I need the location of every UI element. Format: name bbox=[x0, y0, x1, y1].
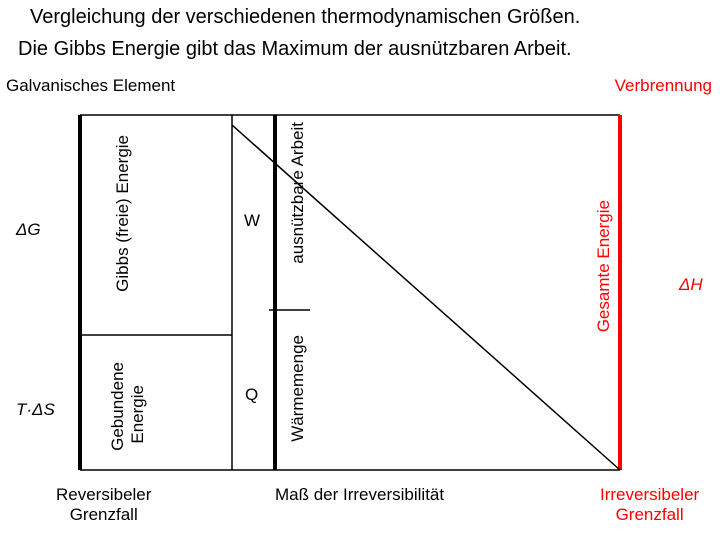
thermo-diagram bbox=[0, 0, 720, 540]
